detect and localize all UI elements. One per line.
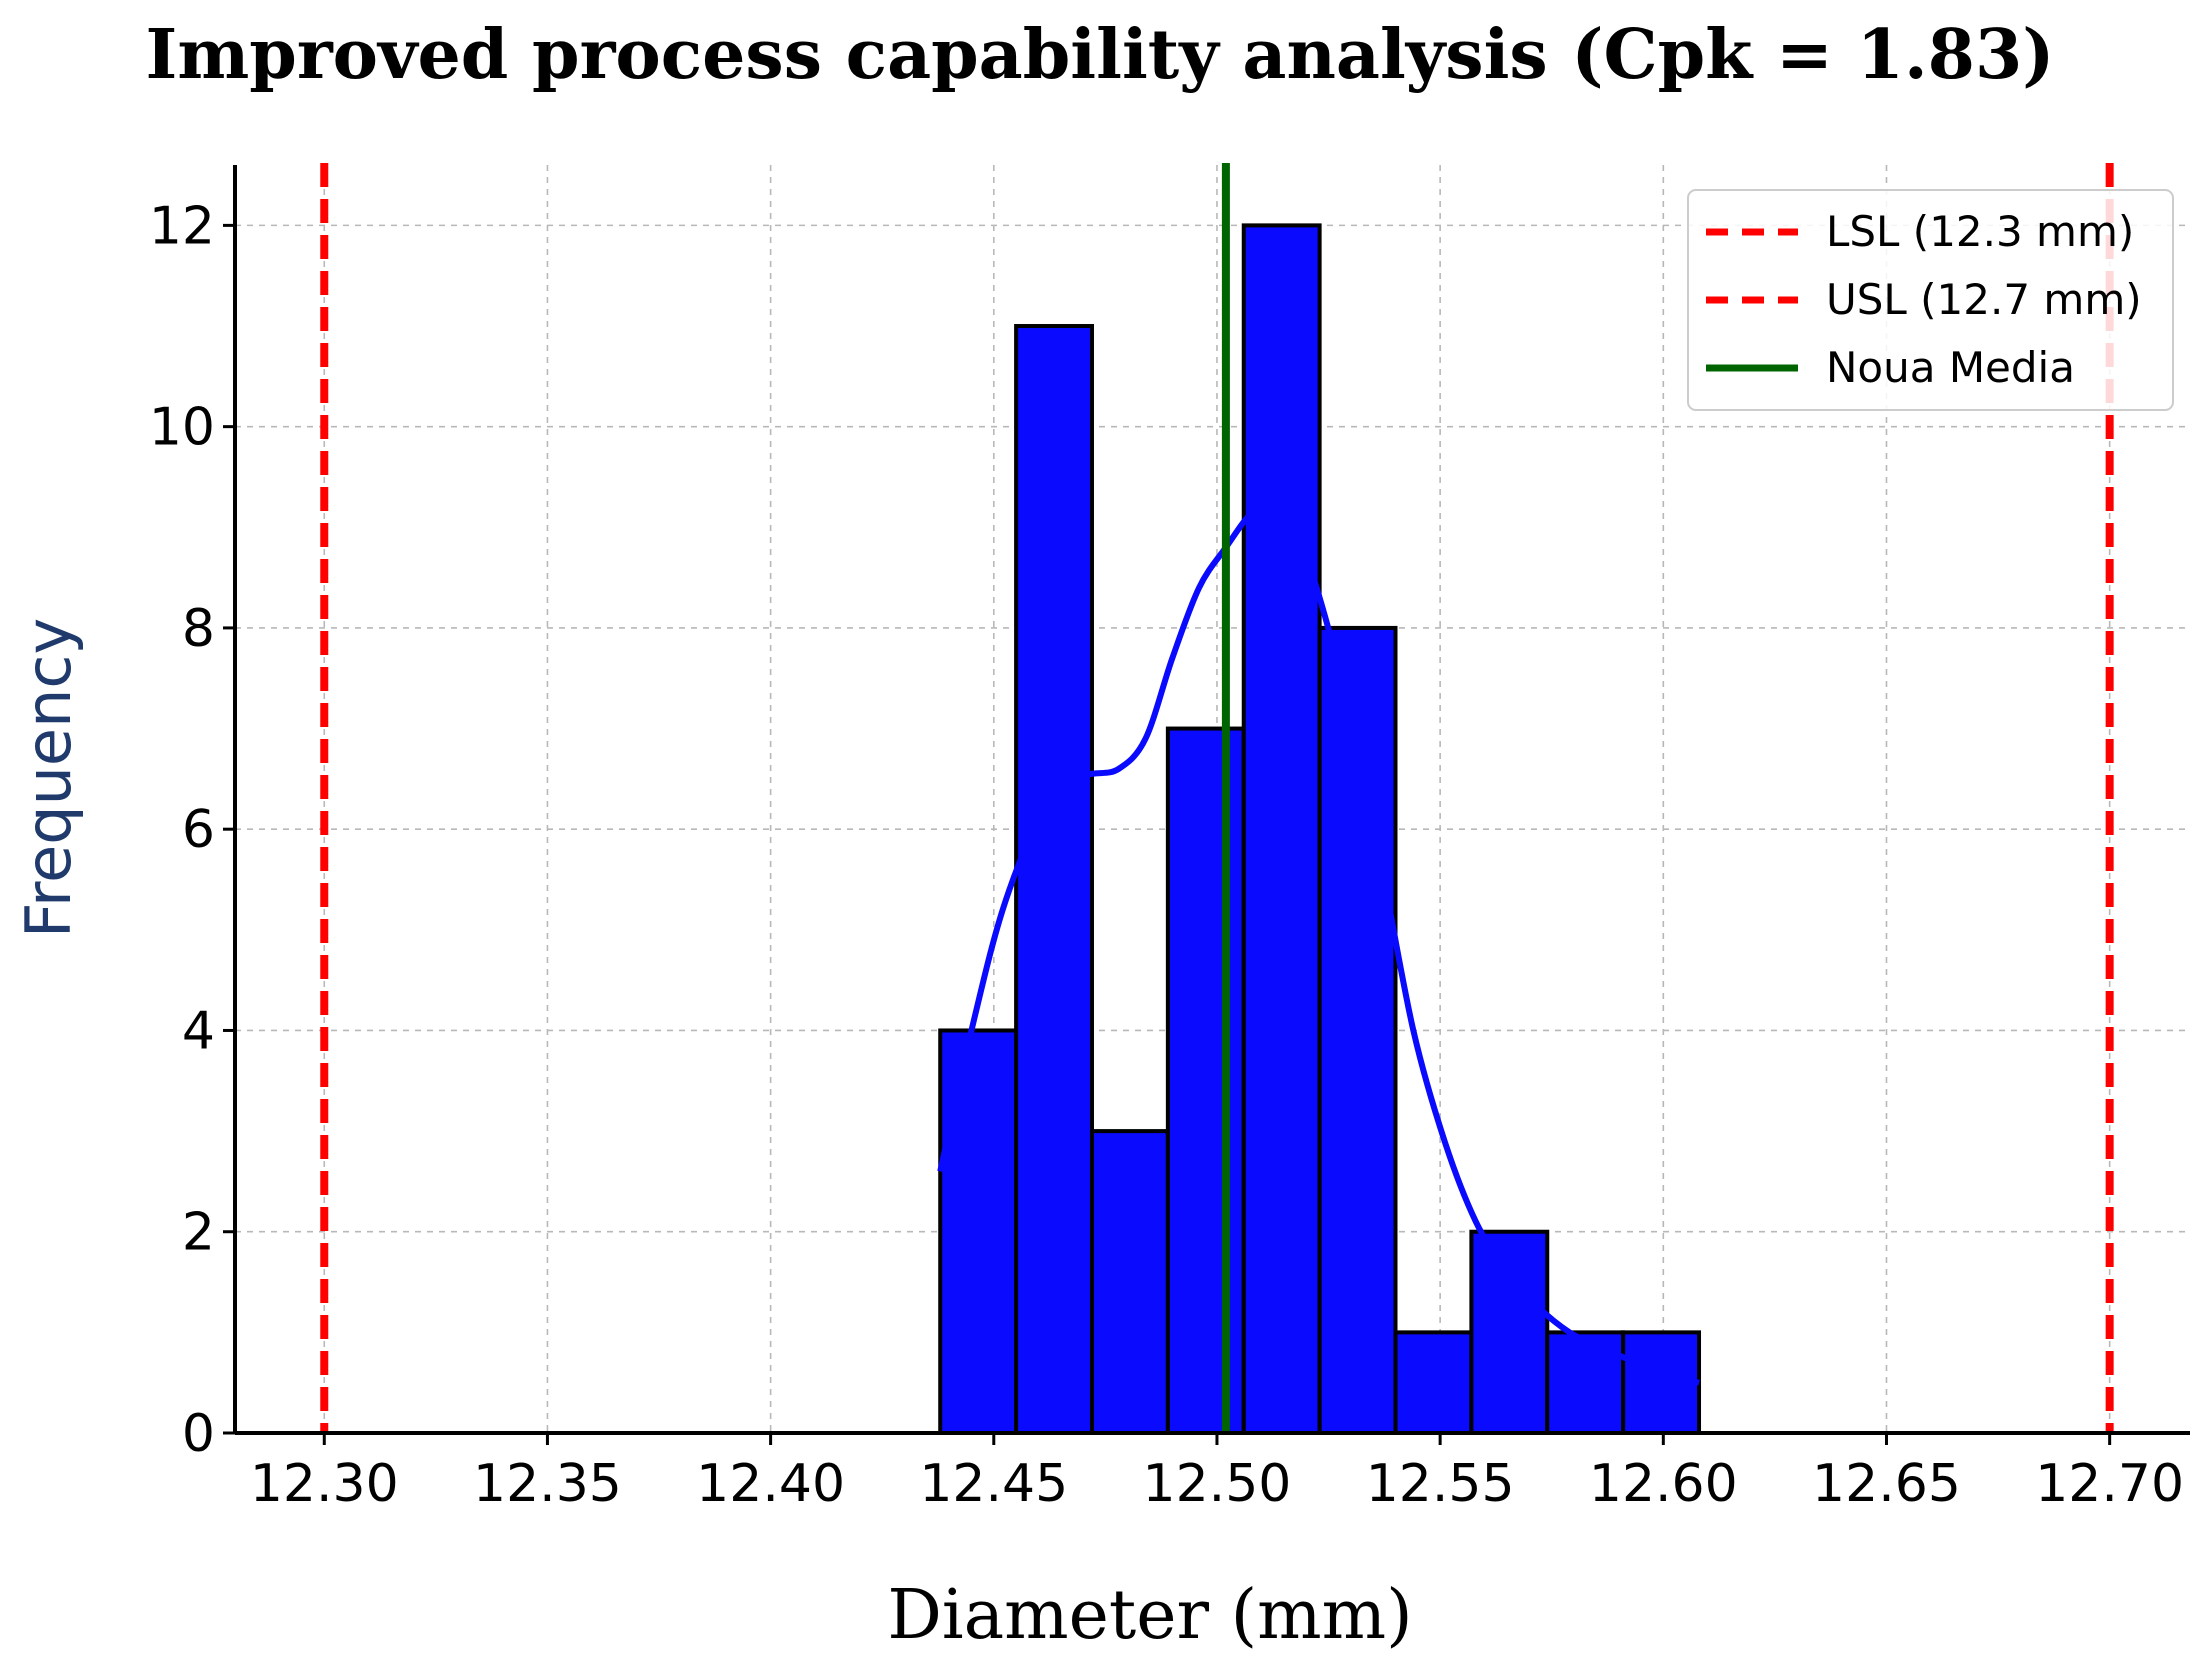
y-axis-ticks: 0 2 4 6 8 10 12 <box>149 196 235 1464</box>
axes <box>233 165 2190 1435</box>
legend-label: USL (12.7 mm) <box>1826 275 2142 324</box>
histogram-bar <box>938 1028 1019 1435</box>
x-tick-label: 12.45 <box>919 1454 1068 1514</box>
legend-box <box>1687 189 2174 411</box>
y-axis-label: Frequency <box>12 618 85 938</box>
reference-lines <box>320 163 2114 1433</box>
histogram-bars <box>938 223 1702 1436</box>
histogram-bar <box>1393 1330 1474 1436</box>
histogram-bar <box>1165 726 1246 1435</box>
y-tick-label: 4 <box>182 1001 215 1061</box>
x-tick-label: 12.40 <box>696 1454 845 1514</box>
histogram-bar <box>1089 1129 1170 1435</box>
legend: LSL (12.3 mm) USL (12.7 mm) Noua Media <box>1687 189 2174 411</box>
x-tick-label: 12.35 <box>473 1454 622 1514</box>
kde-curve-group <box>937 502 1700 1386</box>
x-tick-label: 12.30 <box>250 1454 399 1514</box>
x-tick-label: 12.50 <box>1143 1454 1292 1514</box>
histogram-bar <box>1241 223 1322 1435</box>
y-tick-label: 2 <box>182 1203 215 1263</box>
x-axis-ticks: 12.30 12.35 12.40 12.45 12.50 12.55 12.60 12.65… <box>250 1433 2184 1514</box>
y-tick-label: 10 <box>149 398 215 458</box>
y-tick-label: 8 <box>182 599 215 659</box>
legend-label: LSL (12.3 mm) <box>1826 207 2134 256</box>
legend-label: Noua Media <box>1826 343 2075 392</box>
histogram-bar <box>1014 324 1094 1435</box>
x-tick-label: 12.55 <box>1366 1454 1515 1514</box>
y-tick-label: 6 <box>182 800 215 860</box>
histogram-bar <box>1545 1330 1626 1436</box>
x-axis-label: Diameter (mm) <box>887 1576 1412 1655</box>
x-tick-label: 12.70 <box>2035 1454 2184 1514</box>
y-tick-label: 0 <box>182 1404 215 1464</box>
x-tick-label: 12.60 <box>1589 1454 1738 1514</box>
kde-curve <box>937 502 1700 1386</box>
chart-title: Improved process capability analysis (Cp… <box>146 15 2055 95</box>
x-tick-label: 12.65 <box>1812 1454 1961 1514</box>
histogram-bar <box>1469 1229 1550 1435</box>
y-tick-label: 12 <box>149 196 215 256</box>
